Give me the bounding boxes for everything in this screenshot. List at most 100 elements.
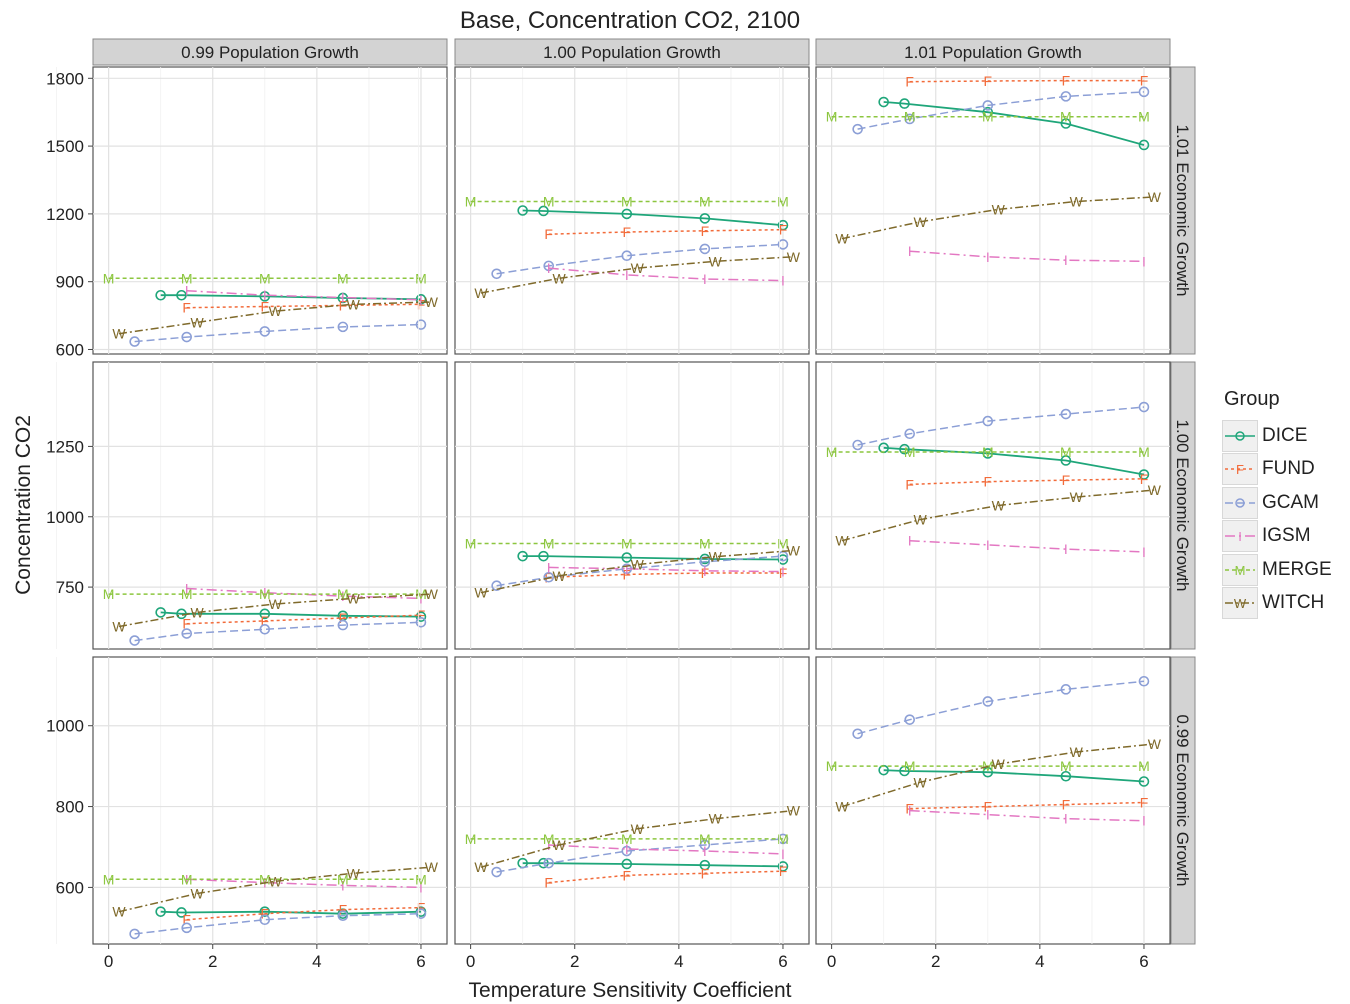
data-point: I	[263, 585, 267, 601]
data-point	[543, 857, 555, 869]
data-point: M	[826, 444, 838, 460]
legend-marker	[1235, 431, 1245, 441]
data-point: M	[904, 758, 916, 774]
row-strip	[1170, 66, 1196, 355]
series-gcam	[129, 908, 427, 940]
legend-swatch	[1222, 486, 1258, 519]
series-line	[118, 301, 432, 335]
data-point: I	[986, 537, 990, 553]
series-gcam	[852, 401, 1150, 451]
data-point	[1138, 401, 1150, 413]
data-point	[621, 208, 633, 220]
data-point	[982, 696, 994, 707]
legend-marker: M	[1235, 563, 1246, 578]
data-point	[699, 839, 711, 851]
data-point: M	[103, 586, 115, 602]
legend-item-witch: W WITCH	[1222, 587, 1344, 621]
series-witch: W W W W W	[835, 189, 1161, 247]
data-point: I	[1142, 813, 1146, 829]
y-tick-label: 1200	[46, 205, 84, 224]
series-line	[841, 743, 1155, 808]
data-point: F	[417, 296, 426, 312]
data-point: M	[826, 109, 838, 125]
data-point: F	[701, 865, 710, 881]
legend-item-merge: M MERGE	[1222, 553, 1344, 587]
data-point: M	[777, 193, 789, 209]
data-point: I	[547, 260, 551, 276]
data-point	[337, 910, 349, 922]
data-point: F	[779, 863, 788, 879]
data-point: W	[787, 249, 801, 265]
data-point: M	[337, 270, 349, 286]
legend-item-fund: F FUND	[1222, 453, 1344, 487]
data-point: W	[631, 557, 645, 573]
data-point: M	[777, 535, 789, 551]
col-strip-label: 1.01 Population Growth	[904, 43, 1082, 62]
y-tick-label: 1000	[46, 508, 84, 527]
y-tick-label: 1250	[46, 437, 84, 456]
data-point	[176, 289, 187, 301]
series-line	[883, 769, 1145, 783]
legend-marker: F	[1236, 462, 1244, 477]
data-point: M	[777, 831, 789, 847]
data-point	[543, 571, 555, 583]
data-point: F	[984, 474, 993, 490]
legend-swatch	[1222, 419, 1258, 452]
data-point: M	[1060, 109, 1072, 125]
x-tick-label: 4	[1035, 952, 1044, 971]
data-point: I	[986, 249, 990, 265]
series-gcam	[852, 675, 1150, 740]
series-line	[134, 912, 422, 935]
data-point: F	[779, 565, 788, 581]
series-gcam	[852, 86, 1150, 135]
data-point: I	[419, 292, 423, 308]
data-point: M	[103, 270, 115, 286]
series-line	[883, 446, 1145, 476]
col-strip-label: 1.00 Population Growth	[543, 43, 721, 62]
data-point: F	[339, 610, 348, 626]
data-point: M	[826, 758, 838, 774]
data-point: F	[905, 74, 914, 90]
data-point: W	[347, 865, 361, 881]
data-point: F	[261, 299, 270, 315]
data-point: I	[341, 877, 345, 893]
data-point: M	[259, 871, 271, 887]
data-point: W	[1148, 482, 1162, 498]
series-line	[496, 555, 784, 587]
legend-marker	[1235, 498, 1245, 508]
data-point: I	[625, 841, 629, 857]
data-point: W	[425, 859, 439, 875]
data-point: M	[181, 871, 193, 887]
x-tick-label: 4	[312, 952, 321, 971]
x-tick-label: 6	[416, 952, 425, 971]
legend-marker: W	[1234, 596, 1247, 611]
series-witch: W W W W W	[474, 249, 800, 301]
series-line	[522, 209, 784, 227]
legend: Group DICE F FUND GCAM I IGSM M MERGE W WITCH	[1222, 388, 1344, 620]
data-point: I	[703, 563, 707, 579]
y-tick-label: 1500	[46, 137, 84, 156]
data-point	[878, 96, 889, 108]
data-point: W	[191, 314, 205, 330]
series-line	[841, 489, 1155, 542]
data-point	[1060, 455, 1072, 466]
series-line	[522, 862, 784, 868]
data-point	[852, 123, 863, 135]
data-point: M	[465, 193, 477, 209]
data-point: M	[699, 831, 711, 847]
data-point: M	[465, 535, 477, 551]
panel-frame	[92, 66, 448, 355]
y-tick-label: 750	[56, 578, 84, 597]
data-point	[259, 608, 271, 620]
data-point	[155, 289, 166, 301]
data-point: F	[182, 616, 191, 632]
data-point: W	[787, 543, 801, 559]
data-point: M	[259, 586, 271, 602]
data-point	[181, 331, 193, 343]
